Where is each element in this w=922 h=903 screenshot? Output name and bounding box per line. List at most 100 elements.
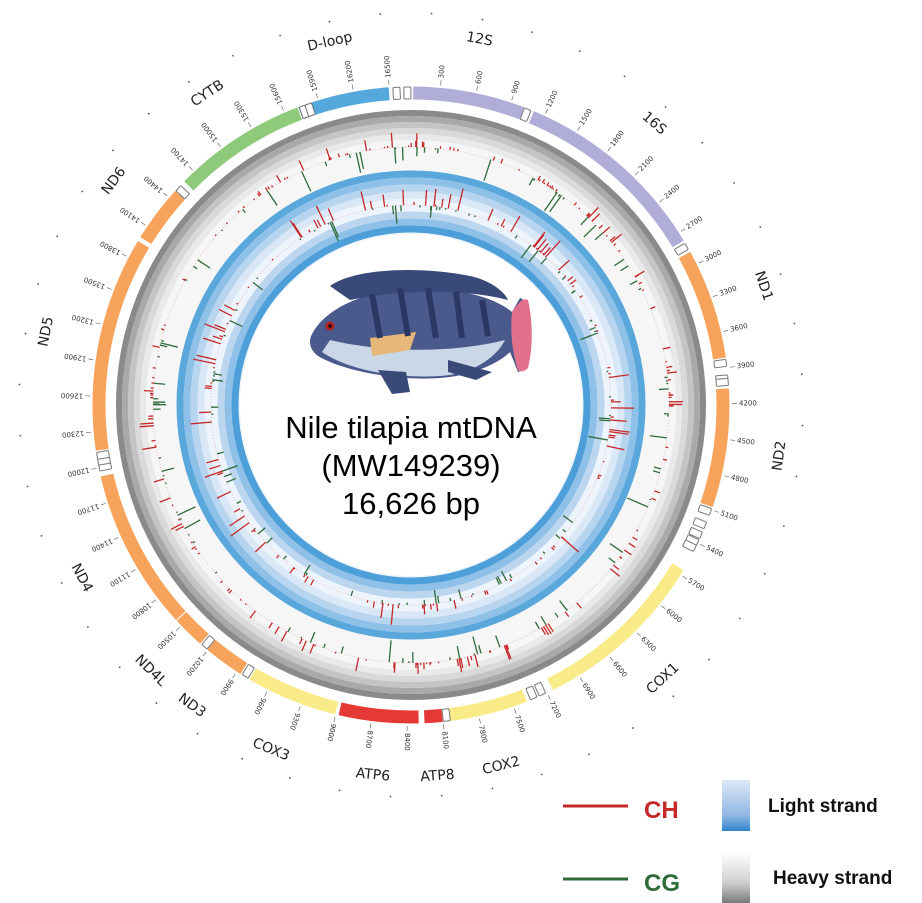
tick-mark	[723, 330, 728, 331]
tick-mark	[248, 122, 250, 126]
tick-mark	[370, 723, 371, 728]
tick-label: 8100	[440, 731, 450, 750]
outer-dot	[794, 323, 796, 325]
tick-mark	[101, 503, 106, 505]
cg-bar	[349, 154, 350, 157]
tick-label: 12000	[67, 466, 90, 478]
ch-bar	[227, 323, 228, 324]
cg-bar	[659, 389, 669, 390]
tick-label: 600	[474, 70, 485, 85]
tick-mark	[91, 468, 96, 469]
tick-label: 9000	[325, 723, 337, 742]
trna-box	[393, 87, 401, 99]
outer-dot	[739, 618, 741, 620]
outer-dot	[701, 142, 703, 144]
center-title-line2: (MW149239)	[321, 448, 500, 483]
cg-bar	[599, 420, 610, 421]
tick-mark	[681, 229, 685, 232]
ch-bar	[226, 223, 227, 224]
tick-mark	[131, 570, 135, 573]
tick-mark	[203, 652, 206, 656]
gene-arc-atp8	[423, 708, 443, 723]
tick-label: 10200	[184, 655, 204, 677]
trna-box	[716, 378, 728, 386]
tick-mark	[152, 600, 156, 603]
tick-mark	[114, 537, 119, 539]
outer-dot	[119, 666, 121, 668]
gene-label-nd6: ND6	[99, 164, 130, 198]
tick-label: 8700	[364, 730, 374, 749]
ch-bar	[178, 519, 180, 520]
tick-mark	[578, 126, 581, 130]
tick-mark	[683, 576, 687, 579]
ch-bar	[503, 226, 504, 228]
ch-bar	[254, 199, 255, 200]
ch-bar	[461, 658, 462, 661]
outer-dot	[796, 476, 798, 478]
tick-label: 16200	[344, 60, 356, 83]
tick-label: 11400	[90, 537, 114, 553]
legend-light-swatch	[722, 780, 750, 831]
tick-mark	[610, 657, 613, 661]
legend-ch-label: CH	[644, 797, 679, 824]
tick-label: 11700	[76, 502, 100, 516]
cg-bar	[314, 230, 315, 231]
ch-bar	[237, 303, 239, 304]
tick-label: 4500	[737, 437, 756, 447]
tick-mark	[189, 166, 192, 170]
ch-bar	[608, 367, 611, 368]
outer-dot	[531, 31, 533, 33]
tick-label: 14400	[142, 174, 164, 195]
tick-label: 5400	[705, 544, 725, 559]
ch-bar	[403, 190, 404, 205]
ch-bar	[663, 459, 667, 460]
gene-arc-atp6	[338, 702, 419, 724]
gene-label-nd4: ND4	[68, 561, 96, 595]
tick-mark	[730, 367, 735, 368]
tick-mark	[176, 627, 180, 630]
ch-bar	[248, 287, 249, 288]
legend-heavy-swatch	[722, 852, 750, 903]
tick-label: 900	[510, 80, 522, 95]
outer-dot	[25, 333, 27, 335]
tick-label: 9300	[288, 712, 302, 731]
outer-dot	[482, 19, 484, 21]
outer-dot	[61, 582, 63, 584]
ch-bar	[637, 530, 638, 531]
tick-mark	[580, 678, 583, 682]
cg-bar	[257, 278, 258, 279]
ch-bar	[597, 331, 598, 332]
trna-box	[442, 709, 450, 722]
cg-bar	[650, 499, 651, 500]
tick-label: 13500	[83, 275, 107, 290]
center-title-line1: Nile tilapia mtDNA	[285, 410, 537, 445]
cg-bar	[599, 418, 611, 419]
tick-mark	[316, 93, 317, 98]
tick-mark	[141, 222, 145, 225]
gene-label-12s: 12S	[465, 29, 494, 50]
outer-dot	[801, 373, 803, 375]
tick-label: 14100	[119, 205, 142, 224]
outer-dot	[379, 13, 381, 15]
ch-bar	[301, 639, 302, 641]
ch-bar	[592, 220, 593, 221]
trna-box	[404, 87, 411, 99]
tick-label: 3000	[703, 249, 723, 264]
tick-label: 15300	[233, 99, 251, 122]
tick-mark	[700, 544, 705, 546]
tick-mark	[713, 295, 718, 297]
outer-dot	[672, 695, 674, 697]
outer-dot	[492, 788, 494, 790]
tick-label: 5700	[686, 577, 705, 593]
tick-label: 9900	[218, 677, 234, 696]
tick-mark	[699, 261, 703, 263]
outer-dot	[112, 150, 114, 152]
outer-dot	[37, 283, 39, 285]
tick-label: 1800	[609, 129, 626, 148]
tick-mark	[163, 193, 167, 196]
cg-bar	[301, 637, 302, 638]
ch-bar	[462, 598, 463, 600]
outer-dot	[19, 384, 21, 386]
outer-dot	[41, 535, 43, 537]
outer-dot	[81, 191, 83, 193]
